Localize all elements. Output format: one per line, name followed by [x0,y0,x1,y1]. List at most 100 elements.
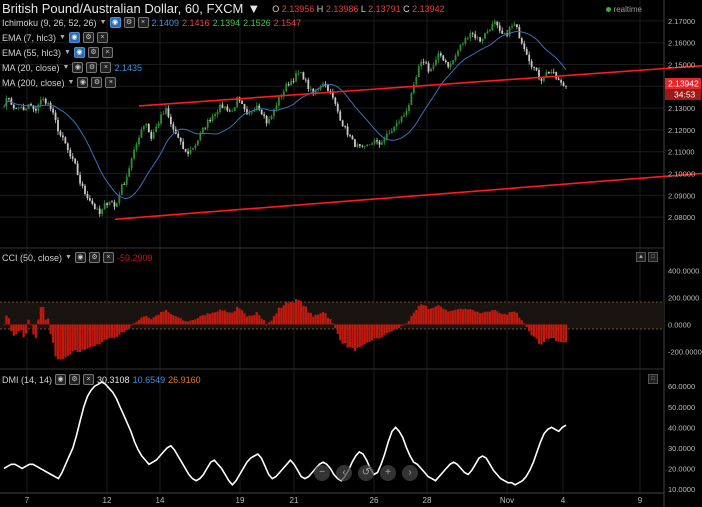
cci-histogram [2,299,568,360]
pane-maximize-icon[interactable]: □ [648,252,658,262]
candle-body [339,111,342,121]
legend-ichimoku[interactable]: Ichimoku (9, 26, 52, 26) ▼ ◉ ⚙ × 2.1409 … [2,17,302,28]
candle-body [192,148,194,150]
cci-bar [498,312,501,325]
cci-bar [380,324,384,338]
cci-bar [240,310,244,325]
eye-icon[interactable]: ◉ [77,77,89,88]
cci-bar [479,313,482,325]
candle-body [260,109,263,115]
close-icon[interactable]: × [101,47,113,58]
candle-body [15,108,18,109]
cci-bar [157,314,160,325]
chevron-down-icon[interactable]: ▼ [64,49,71,56]
cci-bar [191,320,195,325]
cci-bar [488,311,492,325]
candle-body [44,98,47,104]
time-tick-label: 4 [561,496,566,505]
candle-body [523,43,526,50]
legend-dmi[interactable]: DMI (14, 14) ◉ ⚙ × 30.3108 10.6549 26.91… [2,374,201,385]
chevron-down-icon[interactable]: ▼ [99,19,107,26]
scroll-right-icon[interactable]: › [402,465,418,481]
settings-icon[interactable]: ⚙ [69,374,81,385]
cci-bar [383,324,386,336]
cci-bar [86,324,89,349]
cci-bar [407,320,411,325]
legend-ema55[interactable]: EMA (55, hlc3) ▼ ◉ ⚙ × [2,47,113,58]
candle-body [319,86,322,90]
cci-bar [250,315,253,325]
time-tick-label: 7 [25,496,30,505]
cci-bar [236,306,239,325]
cci-bar [128,324,131,329]
candle-body [331,92,334,98]
cci-bar [12,324,15,336]
legend-ma200[interactable]: MA (200, close) ▼ ◉ ⚙ × [2,77,117,88]
candle-body [383,138,386,143]
pane-maximize-icon[interactable]: □ [648,374,658,384]
candle-body [74,158,77,164]
cci-bar [398,324,401,328]
settings-icon[interactable]: ⚙ [87,47,99,58]
close-icon[interactable]: × [137,17,149,28]
chevron-down-icon[interactable]: ▼ [67,79,75,86]
eye-icon[interactable]: ◉ [55,374,67,385]
cci-bar [177,317,180,325]
eye-icon[interactable]: ◉ [74,252,86,263]
candle-body [147,123,150,133]
cci-bar [78,324,82,352]
cci-bar [520,320,523,325]
chart-title[interactable]: British Pound/Australian Dollar, 60, FXC… [2,1,445,16]
candle-body [35,109,37,111]
close-icon[interactable]: × [102,252,114,263]
candle-body [464,37,467,44]
settings-icon[interactable]: ⚙ [88,252,100,263]
cci-bar [228,312,231,325]
candle-body [54,112,57,120]
cci-bar [415,309,418,325]
zoom-out-icon[interactable]: − [314,465,330,481]
zoom-in-icon[interactable]: + [380,465,396,481]
candle-body [435,59,437,66]
cci-bar [456,309,460,325]
chevron-down-icon[interactable]: ▼ [59,34,66,41]
candle-body [253,110,256,112]
cci-bar [410,316,413,325]
candle-body [493,21,496,24]
chevron-down-icon[interactable]: ▼ [247,1,261,16]
cci-bar [506,314,509,325]
cci-bar [425,305,428,325]
channel-upper-line[interactable] [138,3,702,107]
status-dot-icon [605,7,611,12]
legend-cci[interactable]: CCI (50, close) ▼ ◉ ⚙ × -59.2909 [2,252,153,263]
legend-ema7[interactable]: EMA (7, hlc3) ▼ ◉ ⚙ × [2,32,108,43]
cci-bar [388,324,391,333]
eye-icon[interactable]: ◉ [73,47,85,58]
eye-icon[interactable]: ◉ [109,17,121,28]
settings-icon[interactable]: ⚙ [82,32,94,43]
cci-bar [454,309,457,325]
cci-bar [459,308,462,325]
eye-icon[interactable]: ◉ [68,32,80,43]
settings-icon[interactable]: ⚙ [91,77,103,88]
eye-icon[interactable]: ◉ [72,62,84,73]
candle-body [196,140,199,146]
close-icon[interactable]: × [100,62,112,73]
cci-bar [140,317,143,325]
close-icon[interactable]: × [105,77,117,88]
candle-body [405,110,408,115]
cci-bar [120,324,123,333]
candle-body [86,194,89,199]
pane-up-icon[interactable]: ▲ [636,252,646,262]
candle-body [503,33,506,35]
settings-icon[interactable]: ⚙ [86,62,98,73]
close-icon[interactable]: × [96,32,108,43]
settings-icon[interactable]: ⚙ [123,17,135,28]
legend-ma20[interactable]: MA (20, close) ▼ ◉ ⚙ × 2.1435 [2,62,142,73]
scroll-left-icon[interactable]: ‹ [336,465,352,481]
channel-lower-line[interactable] [114,95,702,221]
chevron-down-icon[interactable]: ▼ [62,64,70,71]
close-icon[interactable]: × [83,374,95,385]
chevron-down-icon[interactable]: ▼ [65,254,72,261]
reset-icon[interactable]: ↺ [358,465,374,481]
